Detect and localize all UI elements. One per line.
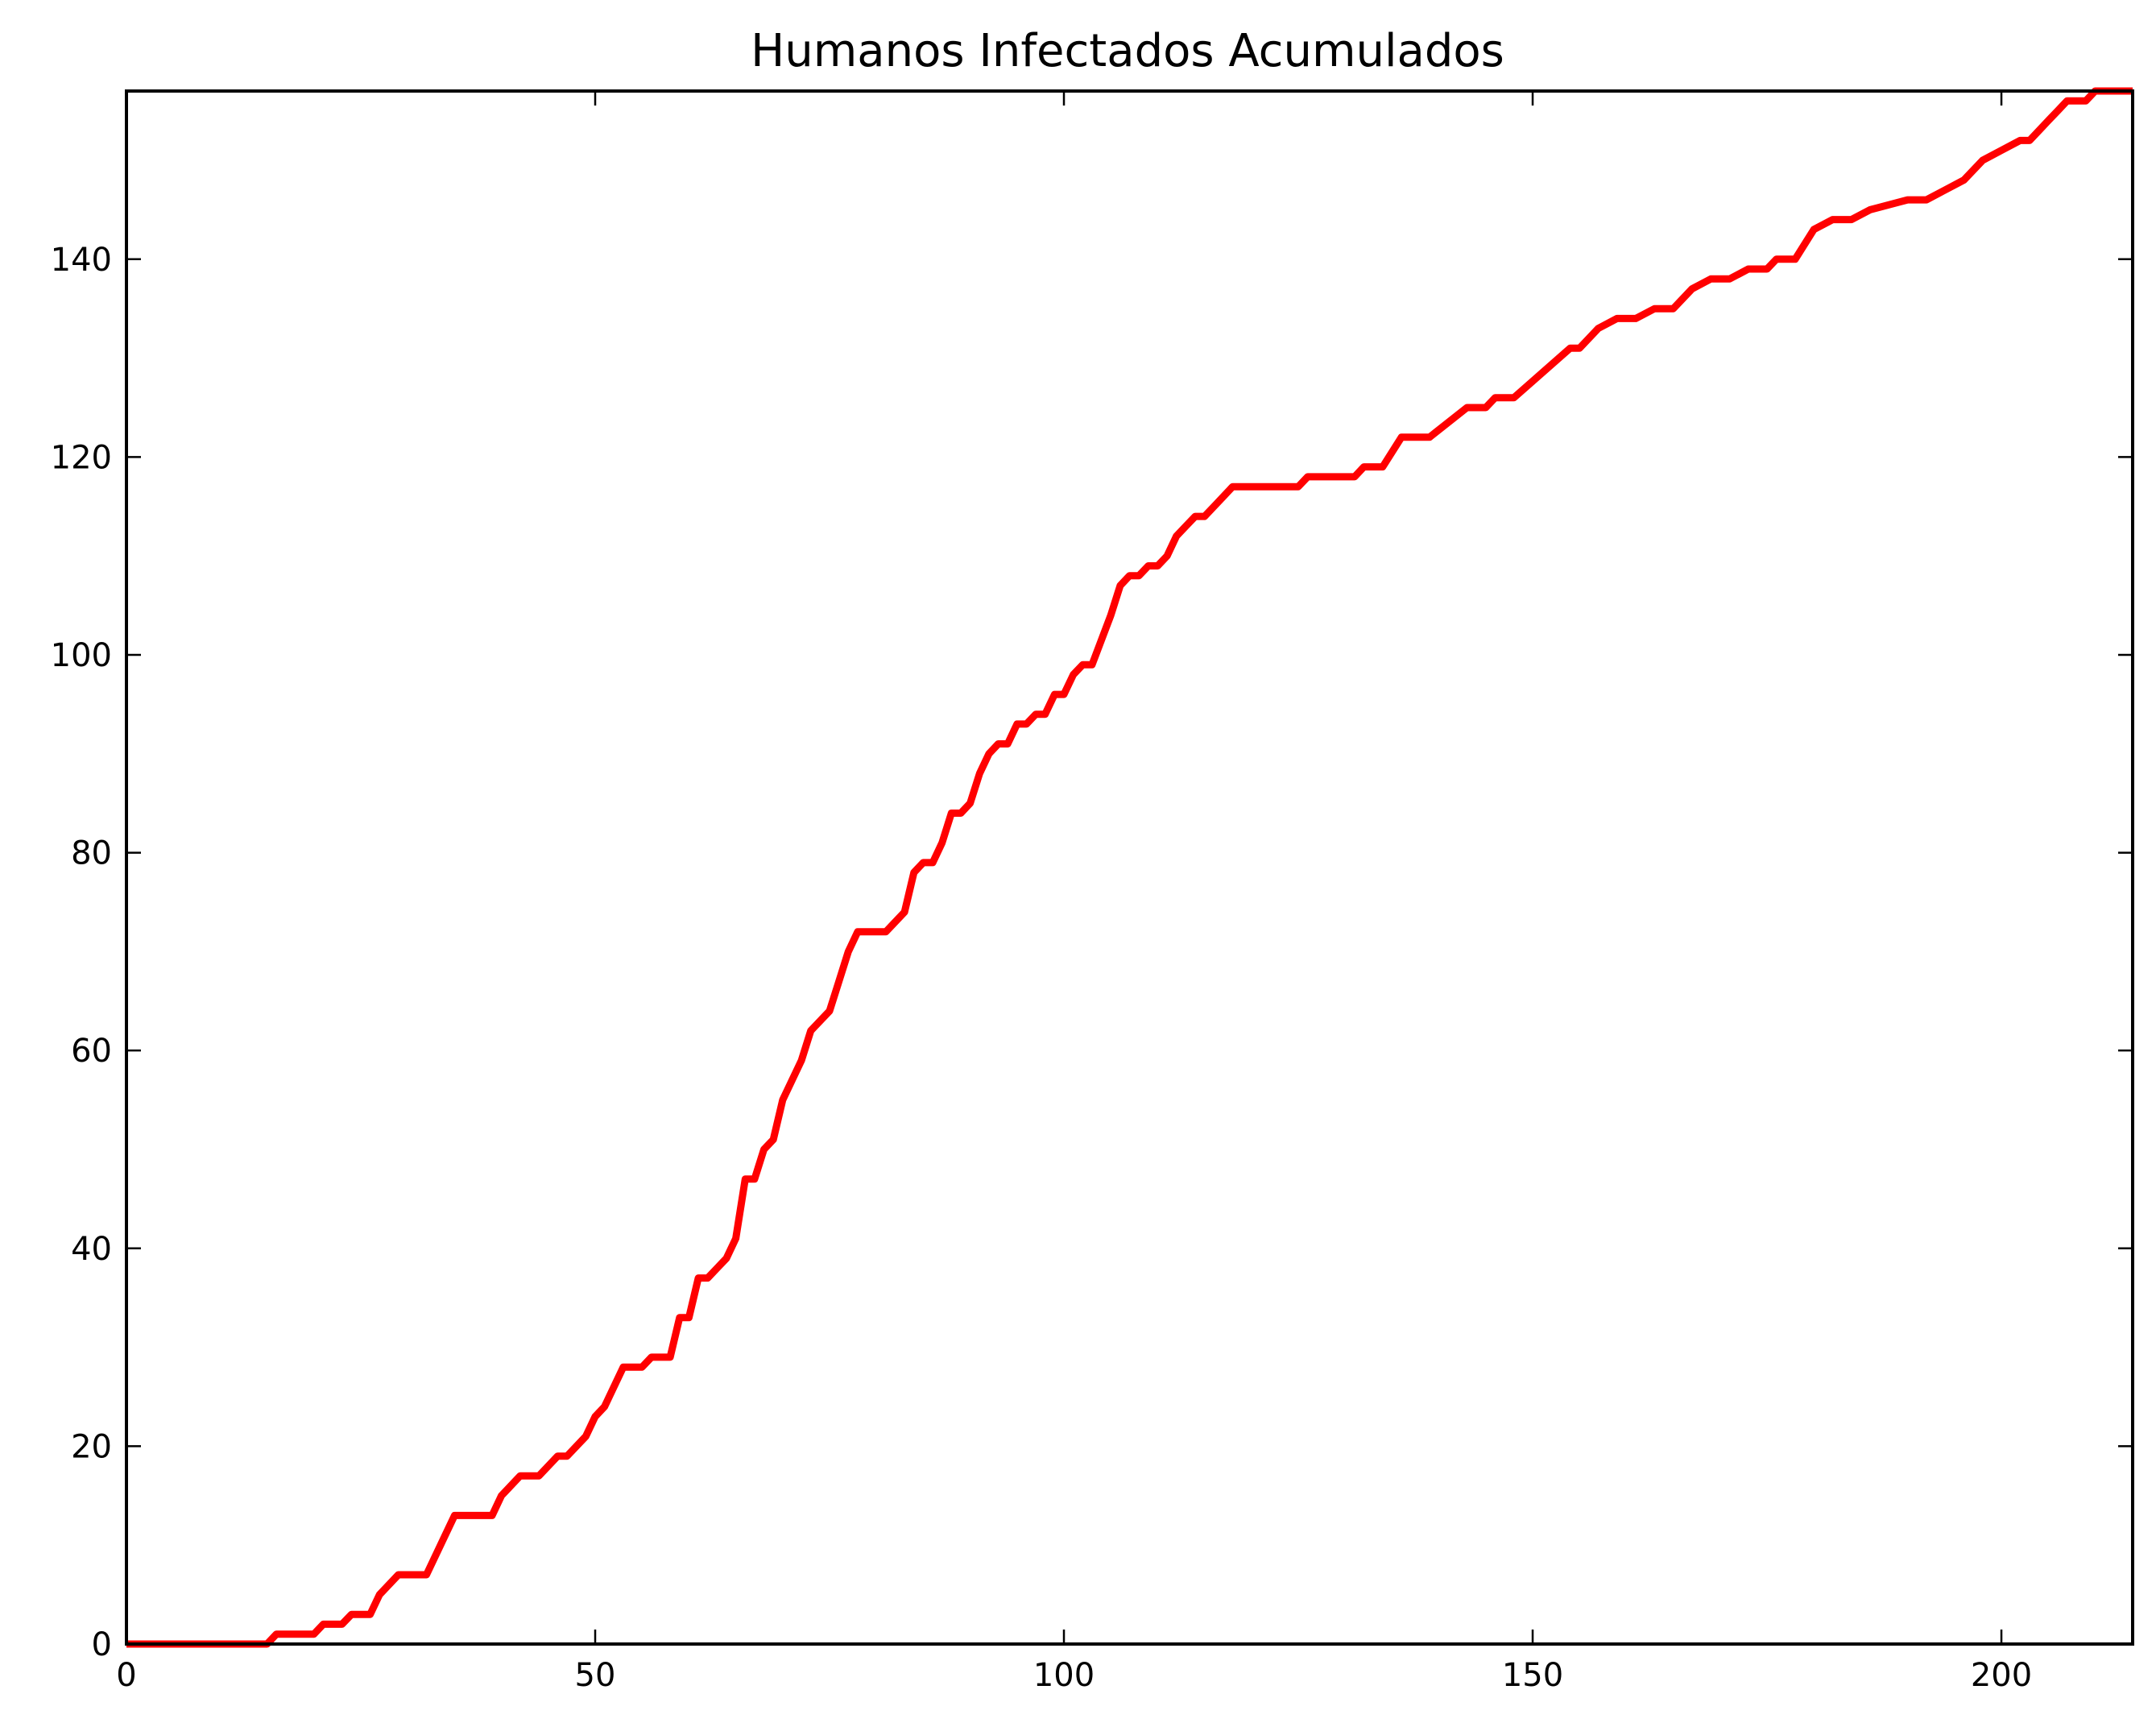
x-tick-label: 100 xyxy=(1033,1657,1095,1694)
axis-ticks: 0 50 100 150 200 0 20 40 60 80 100 120 140 xyxy=(51,91,2133,1694)
x-tick-label: 150 xyxy=(1502,1657,1563,1694)
x-tick-label: 200 xyxy=(1971,1657,2032,1694)
y-tick-label: 40 xyxy=(71,1231,112,1268)
x-tick-label: 50 xyxy=(575,1657,616,1694)
series-line-0 xyxy=(126,87,2133,1648)
axes-frame xyxy=(125,89,2134,1646)
y-tick-label: 140 xyxy=(51,242,112,279)
plot-area xyxy=(126,87,2133,1648)
y-tick-label: 60 xyxy=(71,1033,112,1070)
chart-title: Humanos Infectados Acumulados xyxy=(751,25,1504,77)
y-tick-label: 80 xyxy=(71,835,112,872)
y-tick-label: 20 xyxy=(71,1428,112,1465)
y-tick-label: 0 xyxy=(92,1626,112,1663)
y-tick-label: 120 xyxy=(51,439,112,476)
x-tick-label: 0 xyxy=(116,1657,136,1694)
y-tick-label: 100 xyxy=(51,637,112,674)
